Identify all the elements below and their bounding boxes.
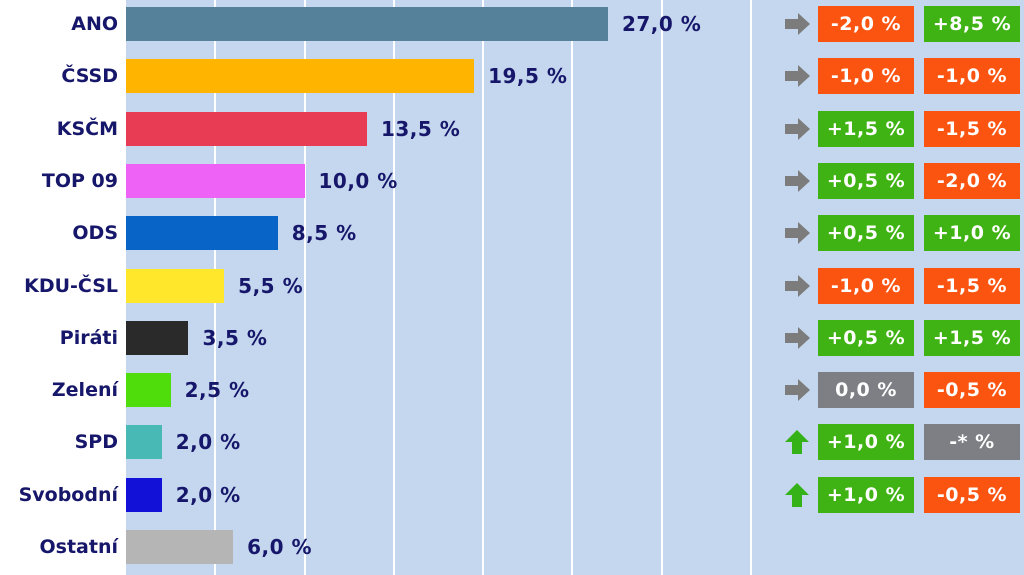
- change-badge: +1,5 %: [818, 110, 914, 147]
- arrow-right-icon: [783, 220, 811, 246]
- gridline: [571, 0, 573, 575]
- category-label: Ostatní: [39, 536, 119, 558]
- bar: [126, 111, 367, 146]
- bar: [126, 477, 162, 512]
- change-badge: -1,0 %: [924, 58, 1020, 95]
- change-badge: -1,0 %: [818, 58, 914, 95]
- value-label: 10,0 %: [318, 168, 398, 193]
- change-badge: -1,5 %: [924, 110, 1020, 147]
- value-label: 2,0 %: [175, 430, 241, 455]
- change-badge: +1,0 %: [818, 476, 914, 513]
- arrow-up-icon: [783, 429, 811, 455]
- change-badge: -0,5 %: [924, 372, 1020, 409]
- value-label: 3,5 %: [202, 325, 268, 350]
- change-badge: +8,5 %: [924, 6, 1020, 42]
- category-label: Zelení: [51, 379, 118, 402]
- change-badge: -* %: [924, 424, 1020, 461]
- change-badge: -1,0 %: [818, 267, 914, 304]
- category-label: SPD: [74, 431, 118, 454]
- value-label: 5,5 %: [238, 273, 304, 298]
- arrow-right-icon: [783, 11, 811, 37]
- bar: [126, 320, 189, 355]
- value-label: 2,0 %: [175, 482, 241, 507]
- bar: [126, 373, 171, 408]
- value-label: 27,0 %: [621, 12, 702, 36]
- bar: [126, 216, 278, 251]
- change-badge: 0,0 %: [818, 372, 914, 409]
- change-badge: -2,0 %: [924, 162, 1020, 199]
- category-label: ODS: [72, 222, 118, 245]
- change-badge: -0,5 %: [924, 476, 1020, 513]
- category-label: KSČM: [56, 117, 118, 140]
- gridline: [661, 0, 663, 575]
- category-label: Svobodní: [18, 483, 118, 506]
- category-label: TOP 09: [41, 169, 118, 192]
- change-badge: +0,5 %: [818, 319, 914, 356]
- arrow-up-icon: [783, 482, 811, 508]
- gridline: [393, 0, 395, 575]
- bar: [126, 163, 305, 198]
- change-badge: -1,5 %: [924, 267, 1020, 304]
- category-label: ANO: [71, 13, 118, 35]
- change-badge: +0,5 %: [818, 162, 914, 199]
- change-badge: -2,0 %: [818, 6, 914, 42]
- bar: [126, 7, 608, 41]
- change-badge: +0,5 %: [818, 215, 914, 252]
- change-badge: +1,5 %: [924, 319, 1020, 356]
- bar: [126, 530, 234, 564]
- value-label: 2,5 %: [184, 378, 250, 403]
- arrow-right-icon: [783, 168, 811, 194]
- category-label: Piráti: [59, 326, 118, 349]
- bar: [126, 268, 225, 303]
- value-label: 6,0 %: [247, 535, 313, 559]
- category-label: KDU-ČSL: [24, 274, 118, 297]
- plot-area: [126, 0, 750, 575]
- gridline: [304, 0, 306, 575]
- arrow-right-icon: [783, 116, 811, 142]
- value-label: 19,5 %: [488, 64, 568, 89]
- change-badge: +1,0 %: [924, 215, 1020, 252]
- change-badge: +1,0 %: [818, 424, 914, 461]
- arrow-right-icon: [783, 63, 811, 89]
- arrow-right-icon: [783, 273, 811, 299]
- arrow-right-icon: [783, 377, 811, 403]
- arrow-right-icon: [783, 325, 811, 351]
- value-label: 13,5 %: [380, 116, 461, 141]
- value-label: 8,5 %: [291, 221, 357, 246]
- bar: [126, 59, 475, 94]
- gridline: [482, 0, 484, 575]
- bar: [126, 425, 162, 460]
- category-label: ČSSD: [61, 65, 118, 88]
